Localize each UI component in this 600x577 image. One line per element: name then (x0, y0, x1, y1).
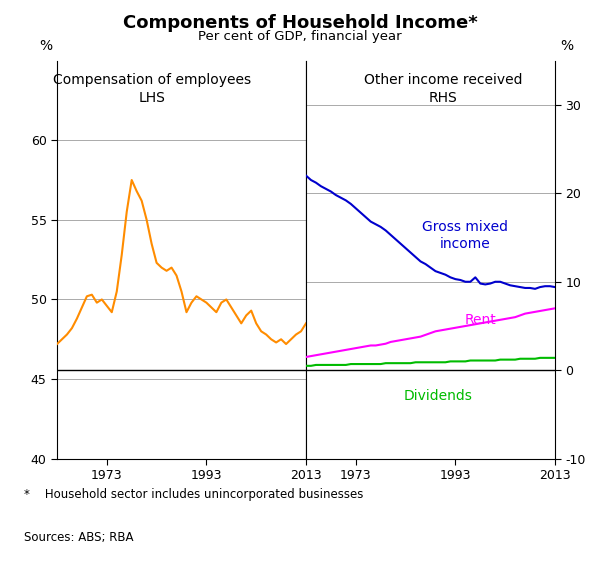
Text: Components of Household Income*: Components of Household Income* (122, 14, 478, 32)
Text: Dividends: Dividends (404, 389, 472, 403)
Text: Other income received
RHS: Other income received RHS (364, 73, 522, 105)
Text: Sources: ABS; RBA: Sources: ABS; RBA (24, 531, 133, 544)
Text: Gross mixed
income: Gross mixed income (422, 220, 508, 251)
Text: *    Household sector includes unincorporated businesses: * Household sector includes unincorporat… (24, 488, 364, 501)
Text: Rent: Rent (464, 313, 496, 327)
Text: Per cent of GDP, financial year: Per cent of GDP, financial year (198, 30, 402, 43)
Text: %: % (39, 39, 52, 53)
Text: Compensation of employees
LHS: Compensation of employees LHS (53, 73, 251, 105)
Text: %: % (560, 39, 573, 53)
